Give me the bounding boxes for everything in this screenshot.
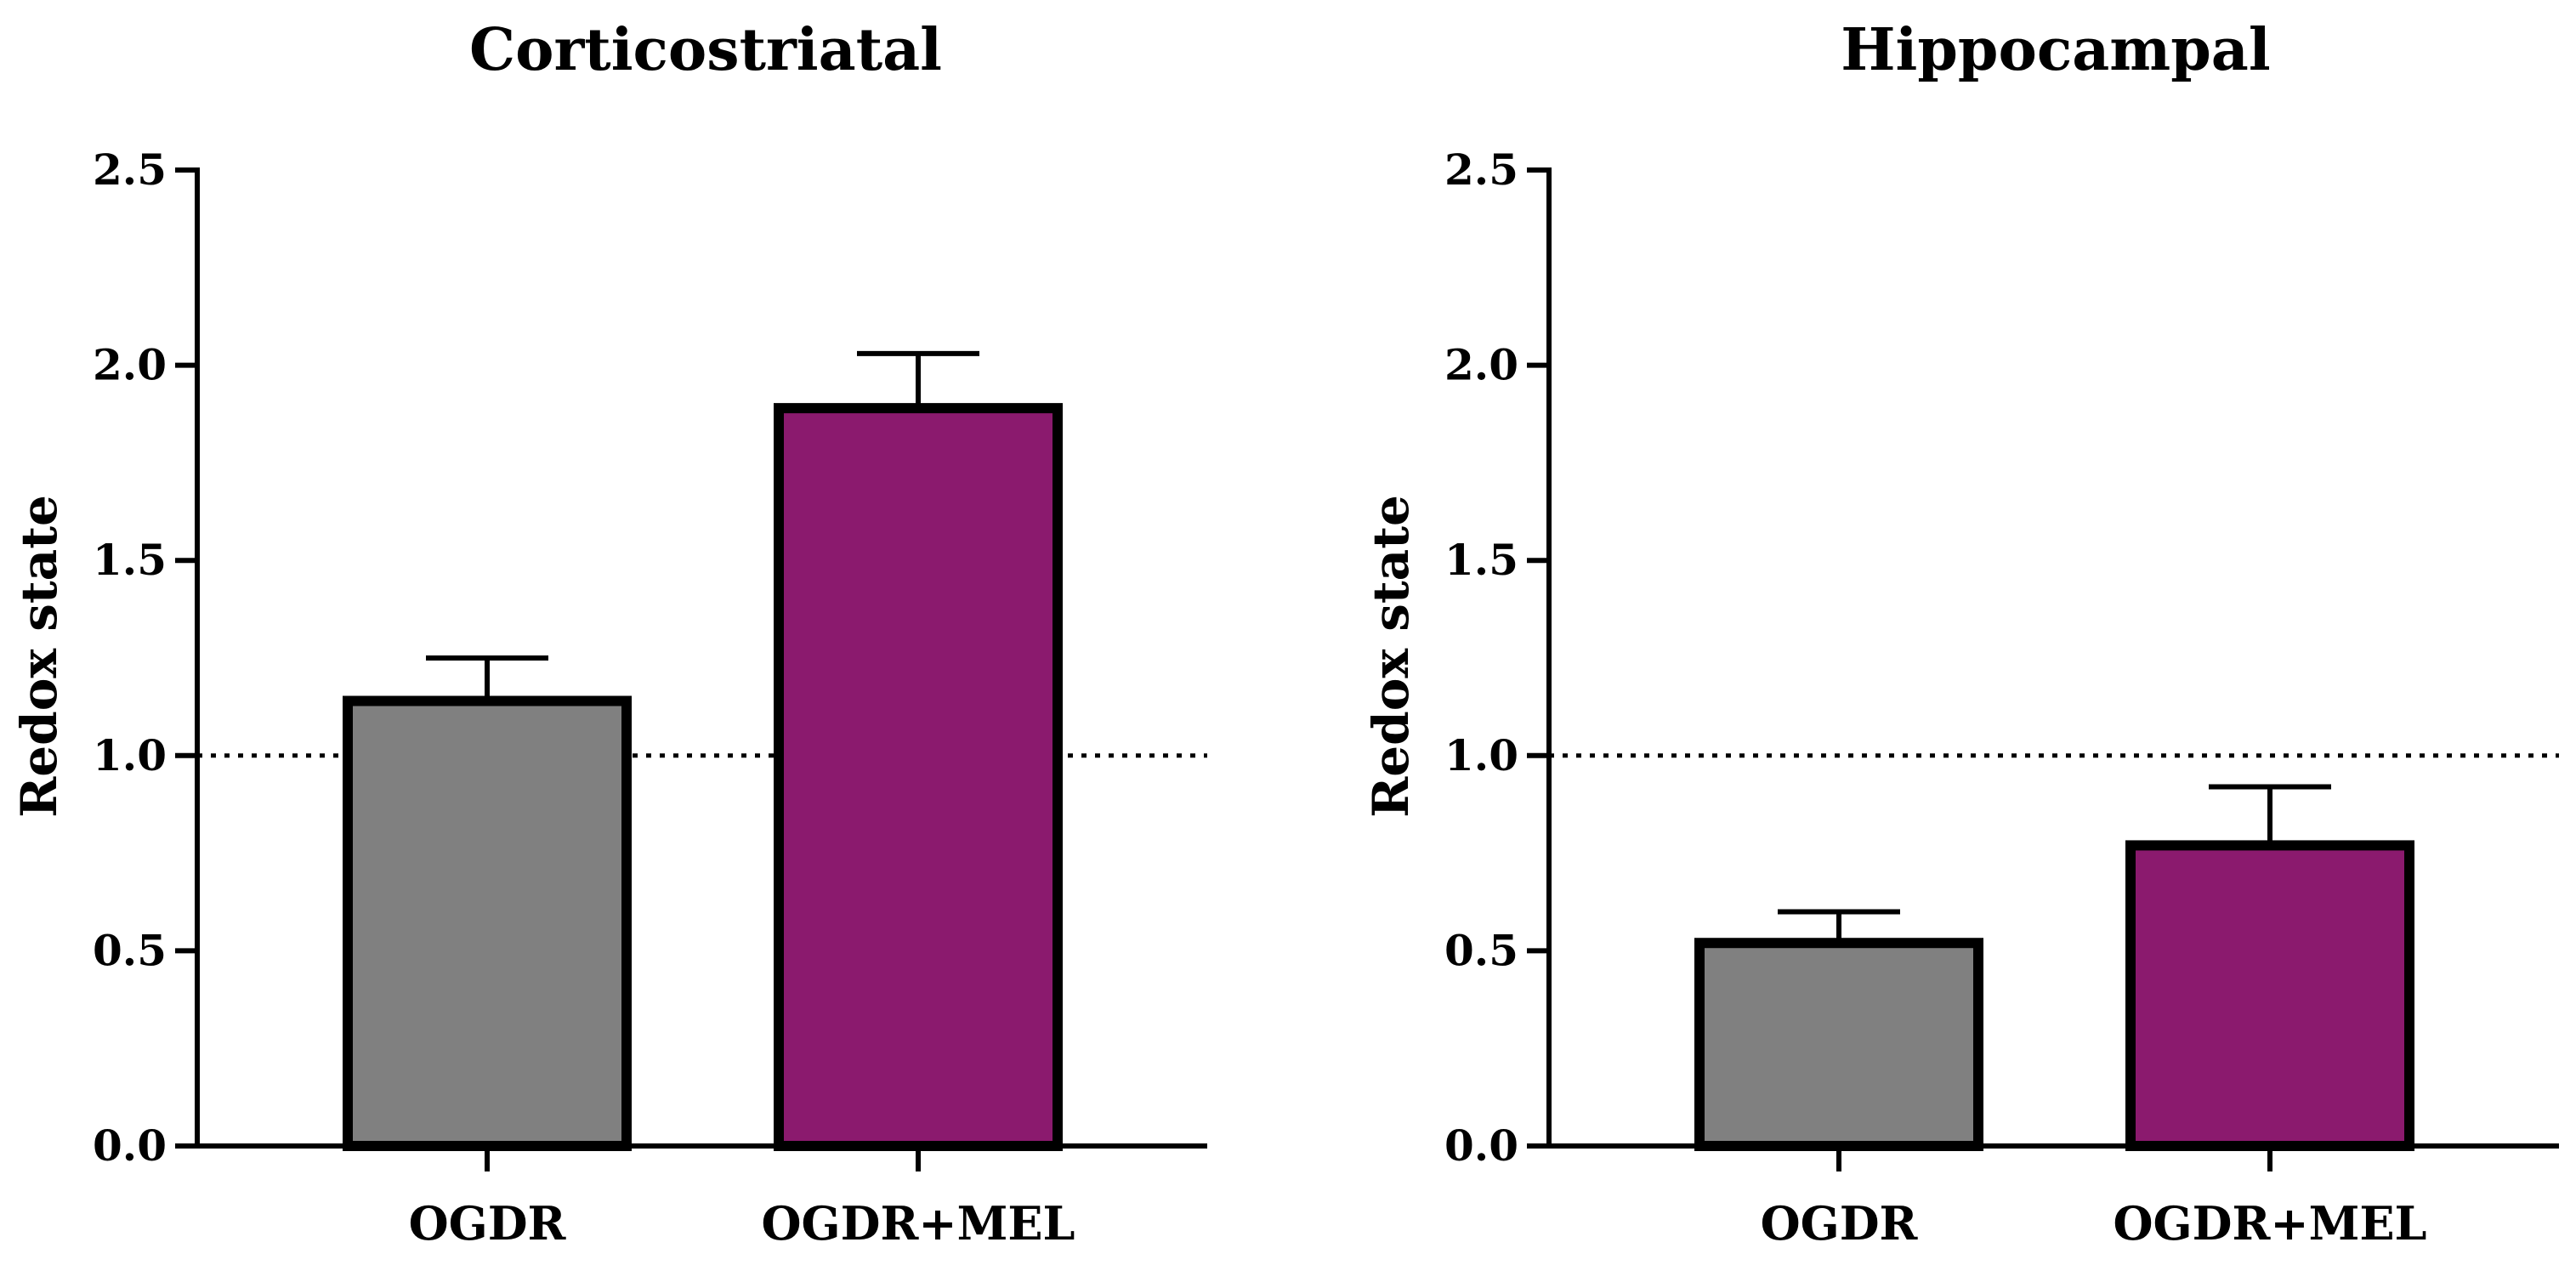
x-tick-label: OGDR+MEL <box>761 1196 1075 1251</box>
y-tick-label: 0.5 <box>1444 925 1518 975</box>
y-tick-label: 1.0 <box>1444 730 1518 780</box>
y-axis-title: Redox state <box>10 495 68 818</box>
x-tick-label: OGDR <box>1761 1196 1919 1251</box>
y-tick-label: 0.0 <box>93 1120 167 1171</box>
bar-ogdr-mel <box>2125 840 2414 1152</box>
chart-title: Corticostriatal <box>469 16 942 84</box>
y-tick-label: 1.5 <box>93 535 167 585</box>
bar-ogdr-mel <box>774 403 1063 1151</box>
x-tick-label: OGDR <box>409 1196 567 1251</box>
y-tick-label: 2.5 <box>93 145 167 195</box>
y-tick-label: 2.0 <box>1444 340 1518 390</box>
y-tick-label: 2.5 <box>1444 145 1518 195</box>
y-tick-label: 1.0 <box>93 730 167 780</box>
y-tick-label: 1.5 <box>1444 535 1518 585</box>
chart-corticostriatal: Corticostriatal Redox state 0.0 0.5 1.0 1.5… <box>10 16 1207 1251</box>
x-tick-label: OGDR+MEL <box>2113 1196 2426 1251</box>
y-tick-label: 0.5 <box>93 925 167 975</box>
y-tick-label: 0.0 <box>1444 1120 1518 1171</box>
bar-ogdr <box>1694 938 1983 1151</box>
y-tick-label: 2.0 <box>93 340 167 390</box>
chart-hippocampal: Hippocampal Redox state 0.0 0.5 1.0 1.5 2.0 2… <box>1362 16 2559 1251</box>
y-axis-title: Redox state <box>1362 495 1420 818</box>
chart-title: Hippocampal <box>1841 16 2270 84</box>
bar-ogdr <box>343 695 632 1151</box>
